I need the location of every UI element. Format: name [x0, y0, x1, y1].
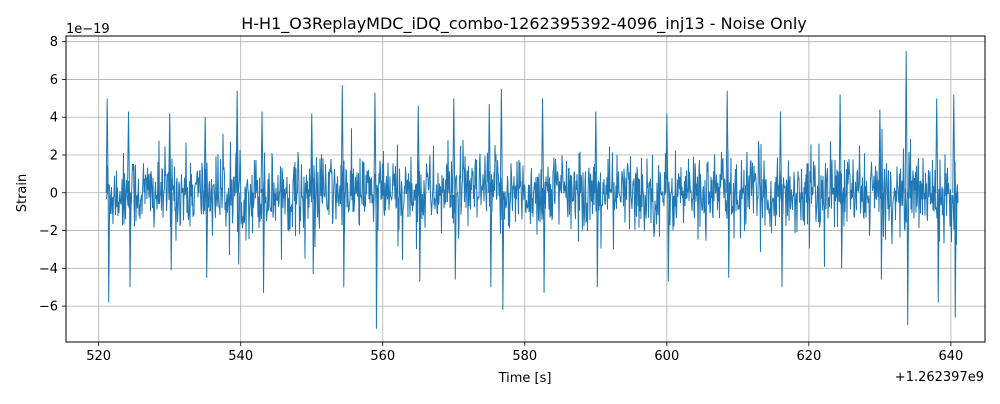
x-axis-label: Time [s]	[498, 371, 552, 386]
strain-series-line	[105, 117, 959, 267]
strain-spike	[310, 113, 315, 275]
plot-area	[105, 51, 959, 329]
y-tick-label: 4	[50, 111, 58, 126]
strain-spike	[105, 98, 111, 303]
y-tick-label: 0	[50, 186, 58, 201]
x-tick-label: 640	[938, 349, 963, 364]
strain-spike	[260, 111, 266, 293]
x-tick-label: 560	[370, 349, 395, 364]
x-tick-label: 540	[228, 349, 253, 364]
x-tick-label: 520	[86, 349, 111, 364]
strain-spike	[778, 111, 784, 288]
strain-spike	[665, 113, 670, 282]
x-tick-label: 620	[796, 349, 821, 364]
strain-spike	[935, 98, 940, 303]
strain-spike	[952, 94, 957, 318]
strain-spike	[499, 88, 505, 310]
y-axis-label: Strain	[15, 174, 30, 213]
strain-spike	[594, 111, 599, 288]
y-tick-label: −6	[39, 300, 58, 315]
strain-spike	[725, 90, 731, 278]
strain-spike	[452, 98, 457, 280]
x-axis-offset-label: +1.262397e9	[895, 370, 984, 385]
strain-spike	[235, 90, 241, 265]
strain-spike	[878, 109, 883, 280]
strain-spike	[541, 98, 546, 293]
strain-spike	[127, 111, 132, 288]
axis-ticks: 520 540 560 580 600 620 640 −6 −4 −2 0 2 4 6 8	[39, 35, 963, 364]
chart-title: H-H1_O3ReplayMDC_iDQ_combo-1262395392-40…	[241, 14, 807, 34]
strain-spike	[416, 105, 422, 282]
x-tick-label: 580	[512, 349, 537, 364]
y-tick-label: 8	[50, 35, 58, 50]
axes-frame	[65, 35, 986, 343]
strain-spike	[203, 117, 209, 278]
y-tick-label: 2	[50, 149, 58, 164]
y-tick-label: −2	[39, 224, 58, 239]
y-axis-scale-label: 1e−19	[66, 22, 110, 37]
y-tick-label: −4	[39, 262, 58, 277]
strain-spike	[373, 92, 378, 329]
strain-spike	[340, 85, 346, 288]
strain-spike	[168, 113, 173, 271]
x-tick-label: 600	[654, 349, 679, 364]
strain-spike	[838, 94, 844, 269]
strain-spike	[904, 51, 910, 326]
strain-spike	[487, 103, 493, 288]
y-tick-label: 6	[50, 73, 58, 88]
